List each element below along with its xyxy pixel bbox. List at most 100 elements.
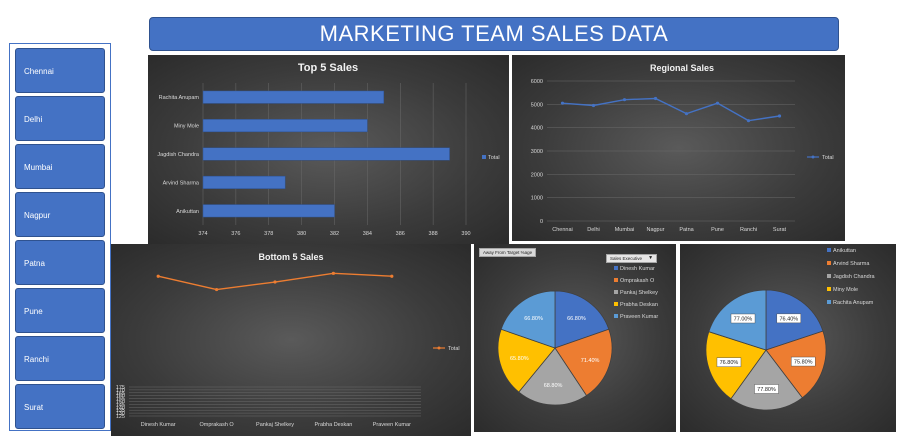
y-category-label: Anikuttan bbox=[176, 209, 199, 215]
legend-label: Total bbox=[822, 155, 834, 161]
slicer-item-patna[interactable]: Patna bbox=[15, 240, 105, 285]
legend-label: Total bbox=[488, 155, 500, 161]
x-tick-label: 378 bbox=[264, 231, 273, 237]
data-label: 77.00% bbox=[734, 316, 753, 322]
y-tick-label: 0 bbox=[540, 219, 543, 225]
legend-label: Total bbox=[448, 346, 460, 352]
x-tick-label: 390 bbox=[461, 231, 470, 237]
legend-swatch-rachita-anupam bbox=[827, 300, 831, 304]
legend-label-anikuttan: Anikuttan bbox=[833, 248, 856, 254]
slicer-item-nagpur[interactable]: Nagpur bbox=[15, 192, 105, 237]
chart-title: Bottom 5 Sales bbox=[258, 252, 323, 262]
x-tick-label: 382 bbox=[330, 231, 339, 237]
y-tick-label: 2000 bbox=[531, 172, 543, 178]
x-category-label: Pankaj Shelkey bbox=[256, 422, 294, 428]
x-tick-label: 376 bbox=[231, 231, 240, 237]
top5-sales-chart[interactable]: Top 5 Sales 374 376 378 380 382 384 386 388 390 Ra… bbox=[148, 55, 509, 244]
legend-swatch-miny-mole bbox=[827, 287, 831, 291]
y-tick-label: 165 bbox=[116, 391, 125, 397]
point-praveen-kumar bbox=[390, 274, 394, 278]
regional-sales-svg: Regional Sales 0 1000 2000 3000 4000 5000 6000 C… bbox=[531, 63, 834, 233]
chart-title: Top 5 Sales bbox=[298, 62, 358, 74]
slicer-item-ranchi[interactable]: Ranchi bbox=[15, 336, 105, 381]
y-tick-label: 145 bbox=[116, 402, 125, 408]
x-category-label: Prabha Deskan bbox=[314, 422, 352, 428]
data-label-box bbox=[716, 357, 742, 367]
x-category-label: Surat bbox=[773, 227, 787, 233]
point-ranchi bbox=[746, 119, 751, 123]
y-tick-label: 3000 bbox=[531, 149, 543, 155]
y-tick-label: 6000 bbox=[531, 79, 543, 85]
x-category-label: Chennai bbox=[552, 227, 573, 233]
legend-swatch-arvind-sharma bbox=[827, 261, 831, 265]
point-dinesh-kumar bbox=[156, 274, 160, 278]
legend-swatch-praveen-kumar bbox=[614, 314, 618, 318]
x-category-label: Dinesh Kumar bbox=[141, 422, 176, 428]
y-tick-label: 150 bbox=[116, 400, 125, 406]
legend-label-dinesh-kumar: Dinesh Kumar bbox=[620, 266, 655, 272]
point-nagpur bbox=[653, 96, 658, 101]
x-tick-label: 374 bbox=[198, 231, 207, 237]
bar-jagdish-chandra bbox=[202, 147, 450, 161]
y-tick-label: 140 bbox=[116, 405, 125, 411]
legend-label-pankaj-shelkey: Pankaj Shelkey bbox=[620, 290, 658, 296]
x-category-label: Omprakash O bbox=[199, 422, 234, 428]
legend-swatch-omprakash-o bbox=[614, 278, 618, 282]
slicer-item-delhi[interactable]: Delhi bbox=[15, 96, 105, 141]
legend-label-arvind-sharma: Arvind Sharma bbox=[833, 261, 870, 267]
y-tick-label: 125 bbox=[116, 414, 125, 420]
legend-marker bbox=[811, 155, 815, 159]
y-tick-label: 155 bbox=[116, 397, 125, 403]
x-tick-label: 380 bbox=[297, 231, 306, 237]
y-category-label: Arvind Sharma bbox=[163, 180, 200, 186]
x-category-label: Delhi bbox=[587, 227, 600, 233]
pivot-field-label: Sales Executive bbox=[610, 256, 643, 261]
bar-anikuttan bbox=[202, 204, 335, 218]
legend-swatch-anikuttan bbox=[827, 248, 831, 252]
chart-title: Regional Sales bbox=[650, 63, 714, 73]
data-label: 75.80% bbox=[794, 360, 813, 366]
slicer-item-mumbai[interactable]: Mumbai bbox=[15, 144, 105, 189]
point-surat bbox=[777, 114, 782, 118]
dashboard-title: MARKETING TEAM SALES DATA bbox=[149, 17, 839, 51]
y-tick-label: 4000 bbox=[531, 126, 543, 132]
legend-label-omprakash-o: Omprakash O bbox=[620, 278, 655, 284]
data-label: 71.40% bbox=[581, 358, 600, 364]
pie-slice-pankaj-shelkey bbox=[518, 347, 588, 406]
data-label-box bbox=[776, 313, 802, 324]
point-pune bbox=[715, 101, 720, 105]
data-label: 68.80% bbox=[544, 383, 563, 389]
y-category-label: Jagdish Chandra bbox=[157, 152, 200, 158]
away-from-target-pie-chart[interactable]: 66.80% 71.40% 68.80% 65.80% 66.80% Dinesh Kum… bbox=[474, 244, 676, 432]
top5-target-pie-chart[interactable]: 76.40% 75.80% 77.80% 76.80% 77.00% Anikuttan A… bbox=[680, 244, 896, 432]
y-category-label: Miny Mole bbox=[174, 124, 199, 130]
filter-icon: ▼ bbox=[648, 255, 654, 261]
x-category-label: Nagpur bbox=[646, 227, 664, 233]
slicer-item-pune[interactable]: Pune bbox=[15, 288, 105, 333]
data-label: 77.80% bbox=[757, 387, 776, 393]
pivot-field-button[interactable]: Sales Executive ▼ bbox=[606, 254, 658, 263]
point-chennai bbox=[560, 101, 565, 105]
data-label-box bbox=[730, 313, 756, 324]
bottom5-sales-chart[interactable]: Bottom 5 Sales 125 130 135 140 145 150 155 160 16… bbox=[111, 244, 471, 436]
pivot-filter-button[interactable]: Away From Target %age bbox=[479, 248, 537, 257]
legend-swatch-pankaj-shelkey bbox=[614, 290, 618, 294]
slicer-item-surat[interactable]: Surat bbox=[15, 384, 105, 429]
pie-slice-jagdish-chandra bbox=[730, 349, 803, 411]
slicer-item-chennai[interactable]: Chennai bbox=[15, 48, 105, 93]
pie-slice-praveen-kumar bbox=[500, 290, 556, 349]
bottom5-sales-svg: Bottom 5 Sales 12513013514014515015516016… bbox=[116, 252, 460, 428]
legend-swatch-jagdish-chandra bbox=[827, 274, 831, 278]
point-delhi bbox=[591, 103, 596, 108]
point-patna bbox=[684, 112, 689, 116]
regional-sales-chart[interactable]: Regional Sales 0 1000 2000 3000 4000 5000 6000 C… bbox=[512, 55, 845, 241]
legend-swatch bbox=[482, 155, 486, 159]
legend-label-jagdish-chandra: Jagdish Chandra bbox=[833, 274, 876, 280]
point-mumbai bbox=[622, 98, 627, 102]
city-slicer: Chennai Delhi Mumbai Nagpur Patna Pune R… bbox=[9, 43, 111, 431]
x-category-label: Mumbai bbox=[615, 227, 635, 233]
x-category-label: Ranchi bbox=[740, 227, 757, 233]
y-tick-label: 130 bbox=[116, 411, 125, 417]
data-label: 66.80% bbox=[524, 316, 543, 322]
